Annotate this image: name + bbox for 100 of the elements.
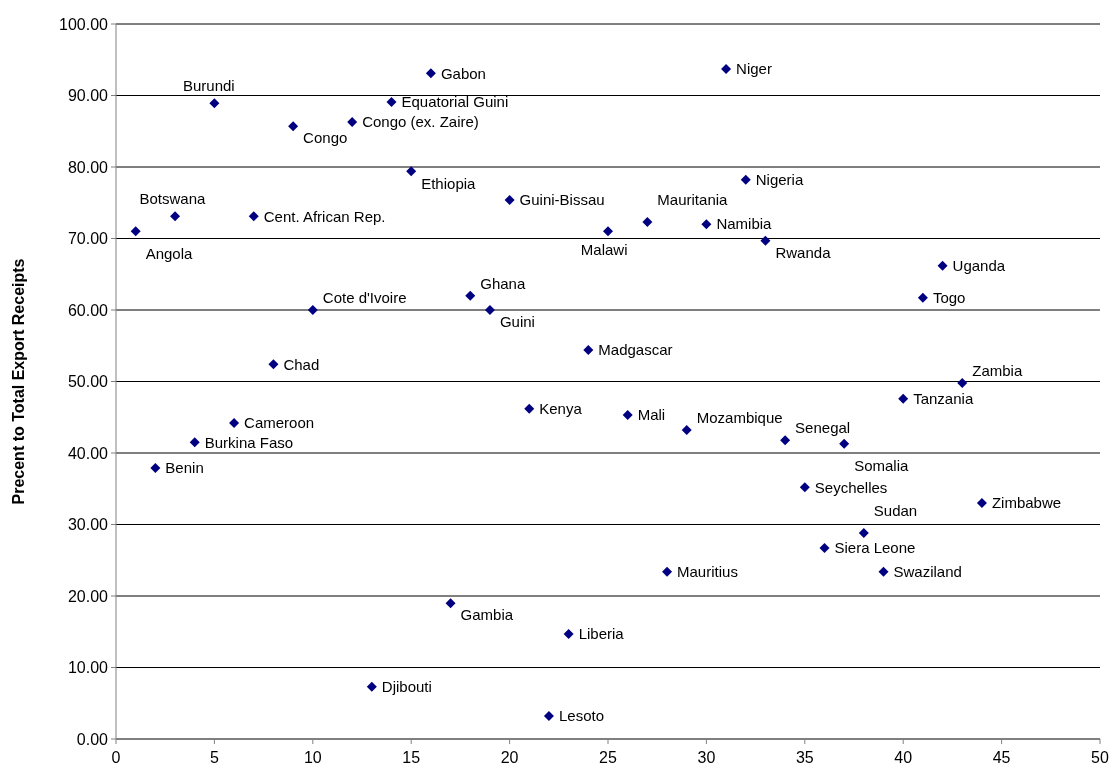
annotation: Cameroon (244, 414, 315, 432)
annotation: Seychelles (814, 478, 888, 496)
y-tick-label: 90.00 (67, 87, 109, 105)
x-tick-label: 50 (1091, 749, 1109, 766)
annotation: Madgascar (598, 341, 673, 359)
x-tick-label: 30 (697, 749, 716, 766)
annotation: Kenya (539, 399, 583, 417)
annotation: Congo (ex. Zaire) (362, 113, 479, 131)
point (878, 566, 889, 577)
annotation: Zambia (972, 362, 1023, 380)
annotation: Burkina Faso (204, 433, 294, 451)
x-tick-label: 10 (303, 749, 322, 766)
annotation: Ethiopia (421, 174, 477, 192)
point (288, 121, 299, 132)
annotation: Djibouti (381, 678, 432, 696)
point (307, 305, 318, 315)
y-tick-label: 30.00 (67, 516, 109, 534)
point (268, 359, 279, 370)
point (386, 96, 397, 107)
point (839, 438, 850, 449)
annotation: Somalia (854, 456, 910, 474)
point (189, 437, 200, 448)
annotation: Cote d'Ivoire (322, 289, 407, 307)
point (799, 482, 810, 493)
y-tick-label: 100.00 (59, 15, 109, 33)
x-tick-label: 40 (894, 749, 913, 766)
annotation: Zimbabwe (991, 494, 1062, 512)
point (445, 598, 456, 609)
point (957, 377, 968, 388)
point (543, 711, 554, 722)
point (209, 98, 220, 109)
y-tick-label: 10.00 (67, 659, 109, 677)
annotation: Equatorial Guini (401, 93, 509, 111)
annotation: Siera Leone (834, 539, 916, 557)
annotation: Guini (499, 313, 535, 331)
annotation: Chad (283, 355, 320, 373)
x-tick-label: 0 (111, 749, 121, 766)
y-tick-label: 0.00 (76, 730, 109, 748)
point (917, 292, 928, 303)
point (504, 194, 515, 205)
point (347, 116, 358, 127)
annotation: Namibia (716, 215, 773, 233)
point (524, 403, 535, 414)
annotation: Mali (637, 406, 666, 424)
point (170, 211, 181, 222)
point (248, 211, 259, 222)
point (780, 435, 791, 446)
x-tick-label: 25 (599, 749, 617, 766)
x-tick-label: 5 (209, 749, 219, 766)
y-axis-title: Precent to Total Export Receipts (10, 258, 27, 505)
y-tick-label: 70.00 (67, 230, 109, 248)
point (229, 417, 240, 428)
point (484, 305, 495, 315)
point (701, 219, 712, 230)
point (130, 226, 141, 237)
annotation: Liberia (578, 625, 625, 643)
x-tick-label: 35 (795, 749, 814, 766)
point (681, 425, 692, 436)
annotation: Swaziland (893, 562, 962, 580)
annotation: Nigeria (755, 171, 804, 189)
annotation: Guini-Bissau (519, 191, 605, 209)
annotation: Cent. African Rep. (263, 207, 386, 225)
point (622, 410, 633, 421)
point (563, 628, 574, 639)
point (465, 290, 476, 301)
annotation: Rwanda (775, 243, 832, 261)
annotation: Mauritius (677, 562, 738, 580)
y-tick-label: 20.00 (67, 587, 109, 605)
annotation: Gabon (440, 64, 486, 82)
point (642, 217, 653, 228)
point (937, 260, 948, 271)
annotation: Mauritania (657, 191, 729, 209)
point (425, 68, 436, 79)
point (760, 235, 771, 246)
point (898, 393, 909, 404)
point (662, 566, 673, 577)
annotation: Lesoto (558, 707, 605, 725)
annotation: Angola (145, 244, 194, 262)
point (583, 345, 594, 356)
y-tick-label: 60.00 (67, 301, 109, 319)
annotation: Benin (165, 459, 204, 477)
point (819, 543, 830, 554)
point (150, 463, 161, 474)
annotation: Niger (736, 60, 772, 78)
point (858, 528, 869, 539)
point (976, 498, 987, 509)
annotation: Uganda (952, 256, 1006, 274)
x-tick-label: 45 (992, 749, 1011, 766)
point (603, 226, 613, 237)
annotation: Togo (932, 289, 966, 307)
point (406, 166, 417, 177)
annotation: Burundi (183, 76, 235, 94)
y-tick-label: 80.00 (67, 158, 109, 176)
point (740, 174, 751, 185)
y-tick-label: 40.00 (67, 444, 109, 462)
x-tick-label: 20 (500, 749, 519, 766)
annotation: Tanzania (913, 389, 974, 407)
annotation: Sudan (873, 502, 918, 520)
y-tick-label: 50.00 (67, 373, 109, 391)
annotation: Congo (303, 129, 348, 147)
